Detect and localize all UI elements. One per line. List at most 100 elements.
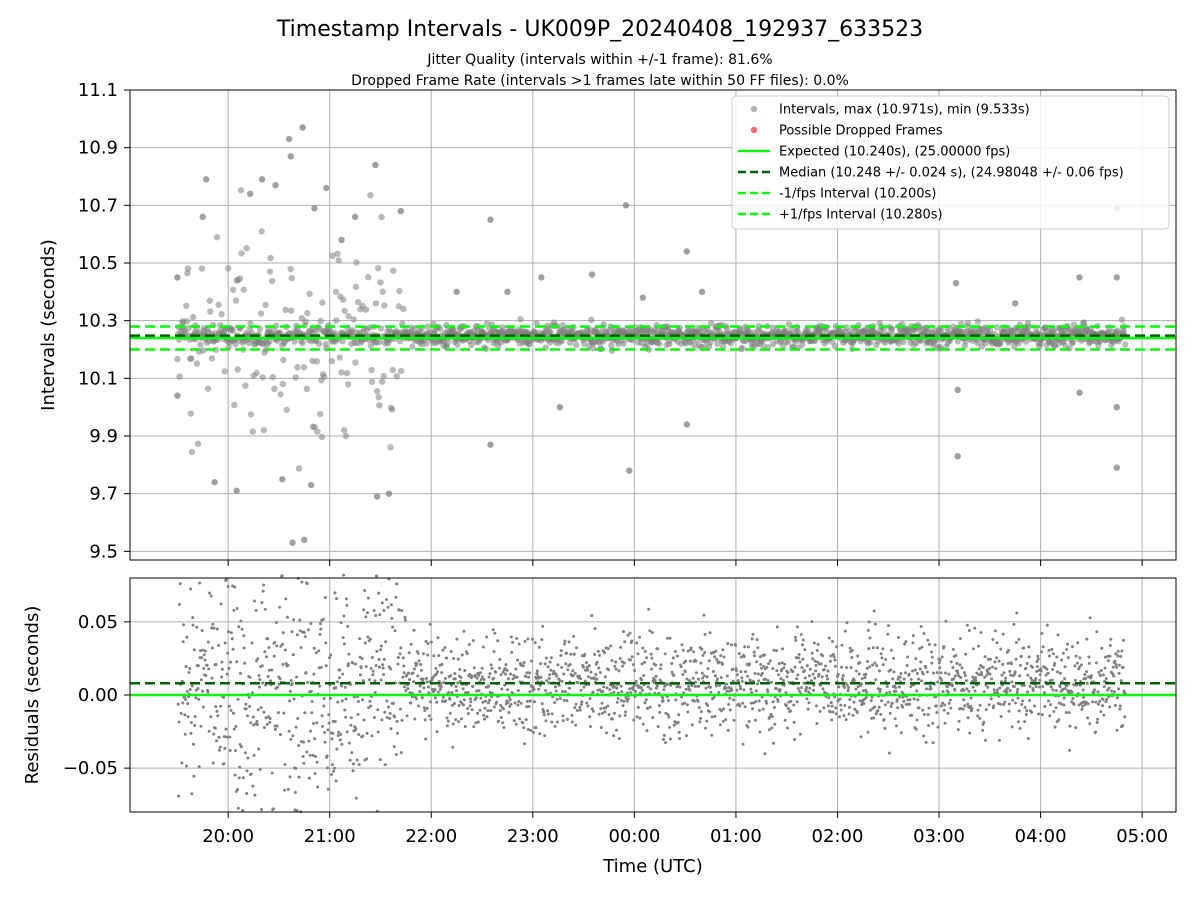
residual-point <box>1071 696 1075 700</box>
residual-point <box>415 662 419 666</box>
residual-point <box>850 648 854 652</box>
residual-point <box>454 718 458 722</box>
residual-point <box>676 720 680 724</box>
interval-outlier-point <box>487 441 494 448</box>
residual-point <box>212 732 216 736</box>
residual-point <box>396 662 400 666</box>
residual-point <box>953 674 957 678</box>
residual-point <box>573 706 577 710</box>
residual-point <box>311 722 315 726</box>
residual-point <box>821 687 825 691</box>
residual-point <box>589 670 593 674</box>
residual-point <box>263 607 267 611</box>
interval-outlier-point <box>487 216 494 223</box>
residual-point <box>424 737 428 741</box>
residual-point <box>592 676 596 680</box>
residual-point <box>755 660 759 664</box>
interval-point <box>277 391 284 398</box>
residual-point <box>225 672 229 676</box>
residual-point <box>808 686 812 690</box>
residual-point <box>679 665 683 669</box>
residual-point <box>740 679 744 683</box>
residual-point <box>638 635 642 639</box>
residual-point <box>886 700 890 704</box>
residual-point <box>235 606 239 610</box>
residual-point <box>892 656 896 660</box>
residual-point <box>207 667 211 671</box>
residual-point <box>998 702 1002 706</box>
residual-point <box>214 663 218 667</box>
interval-outlier-point <box>397 207 405 215</box>
interval-point <box>378 378 386 385</box>
residual-point <box>483 706 487 710</box>
residual-point <box>648 629 652 633</box>
residual-point <box>1065 647 1069 651</box>
residual-point <box>226 584 230 588</box>
residual-point <box>548 673 552 677</box>
residual-point <box>515 637 519 641</box>
residual-point <box>412 667 416 671</box>
residual-point <box>881 663 885 667</box>
residual-point <box>260 600 264 604</box>
residual-point <box>360 656 364 660</box>
residual-point <box>1047 699 1051 703</box>
residual-point <box>758 655 762 659</box>
residual-point <box>619 645 623 649</box>
residual-point <box>902 699 906 703</box>
residual-point <box>767 662 771 666</box>
residual-point <box>369 704 373 708</box>
interval-point <box>229 286 237 294</box>
residual-point <box>858 699 862 703</box>
interval-point <box>588 316 595 324</box>
interval-point <box>280 356 287 364</box>
residual-point <box>516 689 520 693</box>
residual-point <box>399 751 403 755</box>
residual-point <box>758 708 762 712</box>
interval-point <box>390 267 397 274</box>
residual-point <box>797 652 801 656</box>
residual-point <box>697 677 701 681</box>
residual-point <box>746 725 750 729</box>
residual-point <box>236 697 240 701</box>
residual-point <box>307 739 311 743</box>
residual-point <box>728 708 732 712</box>
residual-point <box>456 681 460 685</box>
interval-outlier-point <box>351 213 359 221</box>
residuals-reference-lines <box>130 682 1176 697</box>
residual-point <box>298 629 302 633</box>
residual-point <box>193 723 197 727</box>
residual-point <box>412 680 416 684</box>
residual-point <box>926 638 930 642</box>
residual-point <box>309 729 313 733</box>
residual-point <box>731 679 735 683</box>
residual-point <box>656 647 660 651</box>
residual-point <box>651 715 655 719</box>
residual-point <box>830 718 834 722</box>
intervals-y-tick-label: 10.7 <box>78 195 118 216</box>
interval-point <box>229 327 236 334</box>
residual-point <box>1062 703 1066 707</box>
residual-point <box>312 646 316 650</box>
residual-point <box>943 671 947 675</box>
intervals-y-tick-label: 10.3 <box>78 311 118 332</box>
residual-point <box>1099 710 1103 714</box>
residual-point <box>451 745 455 749</box>
residual-point <box>753 672 757 676</box>
residual-point <box>755 638 759 642</box>
residual-point <box>1017 709 1021 713</box>
residual-point <box>928 684 932 688</box>
residual-point <box>612 734 616 738</box>
residual-point <box>258 768 262 772</box>
residual-point <box>350 751 354 755</box>
residual-point <box>1094 730 1098 734</box>
residual-point <box>585 701 589 705</box>
x-tick-label: 23:00 <box>507 826 559 847</box>
residual-point <box>563 642 567 646</box>
residual-point <box>217 735 221 739</box>
residual-point <box>506 688 510 692</box>
residual-point <box>760 671 764 675</box>
residual-point <box>211 761 215 765</box>
residual-point <box>377 665 381 669</box>
residual-point <box>697 706 701 710</box>
residual-point <box>214 705 218 709</box>
